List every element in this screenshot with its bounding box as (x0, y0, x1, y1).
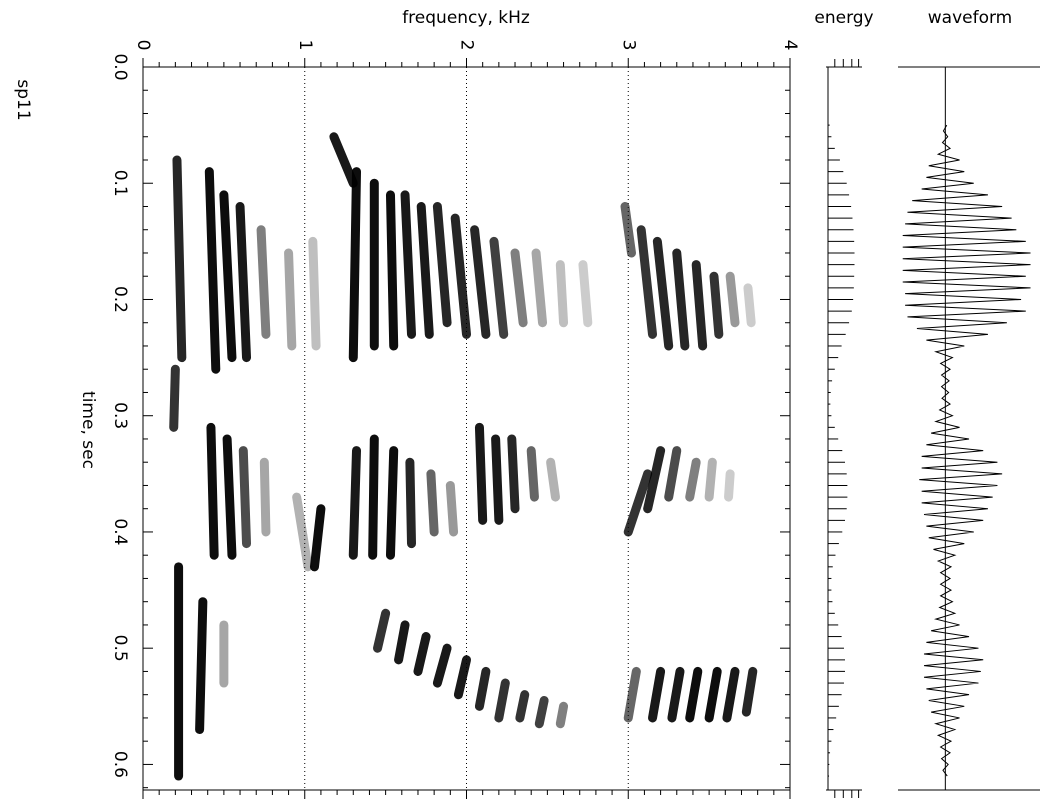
harmonic-streak (348, 167, 362, 363)
harmonic-streak (685, 457, 701, 502)
harmonic-streak (534, 695, 549, 729)
harmonic-streak (685, 666, 703, 723)
harmonic-streak (664, 446, 682, 502)
harmonic-streak (169, 364, 180, 432)
harmonic-streak (284, 248, 297, 351)
harmonic-streak (623, 666, 641, 723)
harmonic-streak (238, 446, 252, 549)
harmonic-streak (426, 469, 439, 537)
x-tick-label: 1 (295, 40, 315, 51)
waveform-title: waveform (928, 8, 1012, 28)
recording-label: sp11 (13, 79, 33, 120)
y-tick-label: 0.4 (110, 518, 130, 545)
harmonic-streak (555, 260, 569, 328)
harmonic-streak (494, 678, 510, 723)
y-tick-label: 0.0 (110, 53, 130, 80)
harmonic-streak (385, 190, 399, 351)
harmonic-streak (741, 666, 758, 717)
harmonic-streak (394, 620, 410, 665)
harmonic-streak (578, 260, 593, 328)
harmonic-streak (470, 225, 491, 339)
harmonic-streak (620, 201, 636, 258)
y-tick-label: 0.1 (110, 170, 130, 197)
harmonic-streak (348, 446, 362, 560)
x-tick-label: 3 (618, 40, 638, 51)
harmonic-streak (195, 597, 208, 735)
harmonic-streak (308, 236, 321, 351)
harmonic-streak (555, 701, 569, 729)
harmonic-streak (292, 492, 313, 572)
harmonic-streak (450, 213, 471, 339)
harmonic-streak (329, 132, 358, 188)
y-tick-label: 0.3 (110, 402, 130, 429)
harmonic-streak (368, 434, 379, 560)
harmonic-streak (722, 666, 740, 723)
harmonic-streak (691, 260, 708, 351)
harmonic-streak (623, 469, 653, 537)
harmonic-streak (400, 190, 417, 339)
harmonic-streak (672, 248, 690, 351)
x-axis-title: frequency, kHz (402, 8, 530, 28)
harmonic-streak (413, 632, 431, 676)
harmonic-streak (667, 666, 685, 723)
harmonic-streak (219, 190, 237, 363)
y-axis-title: time, sec (78, 391, 98, 469)
harmonic-streak (704, 666, 722, 723)
harmonic-streak (445, 480, 459, 537)
harmonic-streak (724, 469, 735, 502)
harmonic-streak (652, 236, 674, 351)
y-tick-label: 0.6 (110, 751, 130, 778)
waveform-line (902, 124, 1031, 777)
harmonic-streak (405, 457, 417, 549)
harmonic-streak (432, 201, 452, 328)
harmonic-streak (704, 457, 717, 502)
harmonic-streak (309, 504, 326, 572)
harmonic-streak (259, 457, 271, 537)
harmonic-streak (507, 434, 520, 514)
harmonic-streak (489, 236, 509, 339)
x-tick-label: 0 (133, 40, 153, 51)
y-tick-label: 0.2 (110, 286, 130, 313)
harmonic-streak (204, 167, 221, 374)
harmonic-streak (256, 225, 271, 339)
harmonic-streak (515, 690, 530, 723)
harmonic-streak (432, 643, 452, 688)
harmonic-streak (526, 446, 539, 502)
harmonic-streak (709, 271, 724, 339)
harmonic-streak (546, 457, 560, 502)
harmonic-streak (725, 271, 740, 328)
harmonic-streak (222, 434, 237, 560)
harmonic-streak (743, 283, 756, 328)
harmonic-streak (474, 422, 488, 525)
x-tick-label: 4 (780, 40, 800, 51)
harmonic-streak (491, 434, 504, 525)
harmonic-streak (206, 422, 219, 560)
harmonic-streak (416, 201, 434, 339)
harmonic-streak (474, 666, 491, 711)
harmonic-streak (510, 248, 528, 328)
harmonic-streak (531, 248, 548, 328)
y-tick-label: 0.5 (110, 635, 130, 662)
x-tick-label: 2 (457, 40, 477, 51)
harmonic-streak (643, 446, 666, 514)
energy-title: energy (814, 8, 873, 28)
harmonic-streak (385, 446, 399, 560)
harmonic-streak (636, 225, 658, 339)
harmonic-streak (373, 608, 391, 653)
harmonic-streak (648, 666, 666, 723)
harmonic-streak (453, 655, 471, 700)
harmonic-streak (172, 155, 187, 363)
harmonic-streak (235, 201, 252, 363)
